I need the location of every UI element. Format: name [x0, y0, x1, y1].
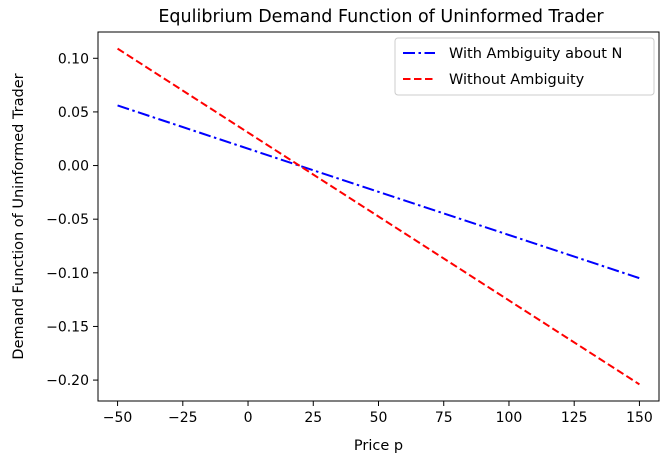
- y-axis-label: Demand Function of Uninformed Trader: [11, 73, 27, 359]
- y-axis: 0.10 0.05 0.00 −0.05 −0.10 −0.15 −0.20: [46, 51, 98, 389]
- x-tick-label: 25: [304, 410, 322, 426]
- x-tick-label: 150: [626, 410, 653, 426]
- y-tick-label: −0.10: [46, 266, 89, 282]
- y-tick-label: −0.20: [46, 373, 89, 389]
- x-axis: −50 −25 0 25 50 75 100 125 150: [103, 401, 653, 426]
- series-layer: [117, 47, 640, 386]
- x-tick-label: 75: [435, 410, 453, 426]
- series-line-2: [117, 47, 640, 386]
- legend: With Ambiguity about N Without Ambiguity: [394, 37, 655, 96]
- chart-title: Equlibrium Demand Function of Uninformed…: [158, 7, 604, 27]
- legend-label-2: Without Ambiguity: [449, 72, 585, 88]
- x-tick-label: −50: [103, 410, 133, 426]
- y-tick-label: 0.10: [58, 51, 89, 67]
- x-tick-label: 50: [370, 410, 388, 426]
- x-tick-label: −25: [168, 410, 198, 426]
- y-tick-label: 0.00: [58, 159, 89, 175]
- legend-box: [394, 37, 655, 96]
- x-tick-label: 125: [561, 410, 588, 426]
- x-axis-label: Price p: [354, 438, 403, 454]
- x-tick-label: 100: [496, 410, 523, 426]
- y-tick-label: 0.05: [58, 105, 89, 121]
- series-line-1: [117, 104, 640, 280]
- y-tick-label: −0.15: [46, 319, 89, 335]
- y-tick-label: −0.05: [46, 212, 89, 228]
- x-tick-label: 0: [244, 410, 253, 426]
- legend-label-1: With Ambiguity about N: [449, 46, 622, 62]
